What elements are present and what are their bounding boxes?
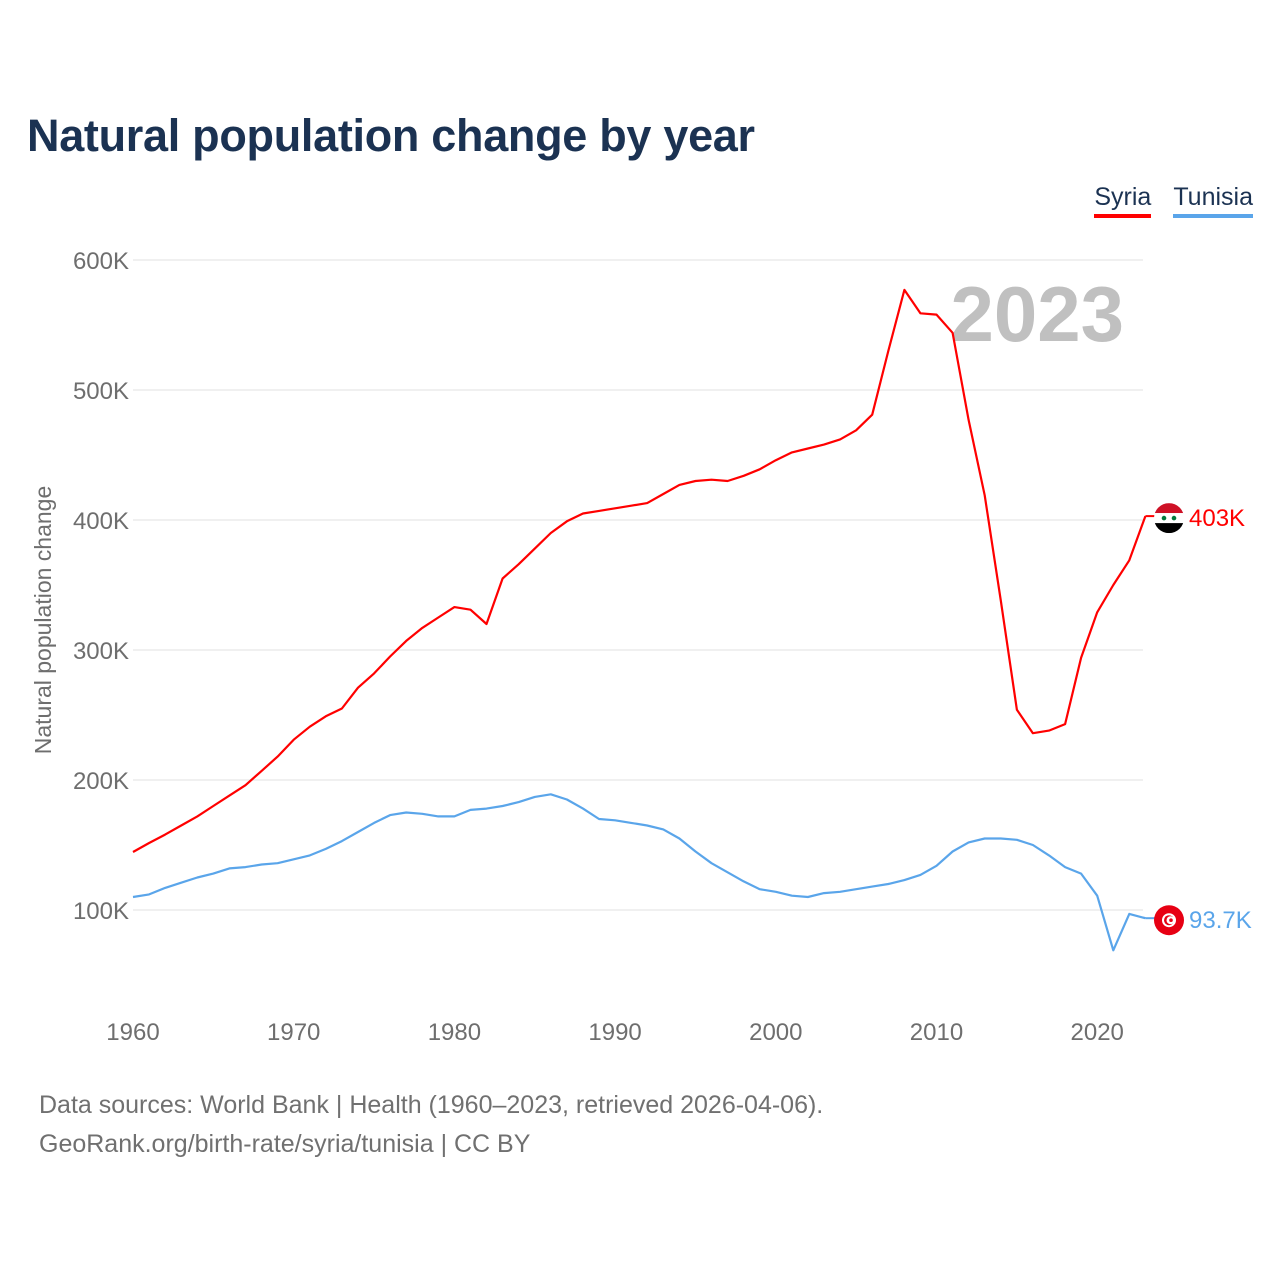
source-line: Data sources: World Bank | Health (1960–… xyxy=(39,1091,824,1119)
syria-flag-icon xyxy=(1154,503,1184,534)
y-tick-label: 300K xyxy=(73,638,129,665)
chart-title: Natural population change by year xyxy=(27,110,755,161)
source-note: Data sources: World Bank | Health (1960–… xyxy=(39,1086,823,1164)
y-axis-label: Natural population change xyxy=(30,486,56,755)
series-end-label-tunisia: 93.7K xyxy=(1189,907,1252,934)
x-tick-label: 1970 xyxy=(267,1019,320,1046)
y-tick-label: 500K xyxy=(73,378,129,405)
x-tick-label: 1990 xyxy=(588,1019,641,1046)
series-line-tunisia xyxy=(132,793,1146,952)
tunisia-flag-icon xyxy=(1154,905,1184,936)
x-tick-label: 2010 xyxy=(910,1019,963,1046)
y-tick-label: 200K xyxy=(73,768,129,795)
y-tick-label: 600K xyxy=(73,248,129,275)
legend-item-syria[interactable]: Syria xyxy=(1094,183,1152,218)
series-end-label-syria: 403K xyxy=(1189,505,1245,532)
source-url[interactable]: GeoRank.org/birth-rate/syria/tunisia | C… xyxy=(39,1130,531,1158)
y-tick-label: 400K xyxy=(73,508,129,535)
legend-item-tunisia[interactable]: Tunisia xyxy=(1173,183,1253,218)
x-tick-label: 1960 xyxy=(106,1019,159,1046)
x-tick-label: 2000 xyxy=(749,1019,802,1046)
legend: Syria Tunisia xyxy=(1094,183,1253,218)
x-tick-label: 1980 xyxy=(428,1019,481,1046)
y-tick-label: 100K xyxy=(73,898,129,925)
year-watermark: 2023 xyxy=(950,270,1124,358)
x-tick-label: 2020 xyxy=(1071,1019,1124,1046)
series-line-syria xyxy=(132,288,1147,853)
